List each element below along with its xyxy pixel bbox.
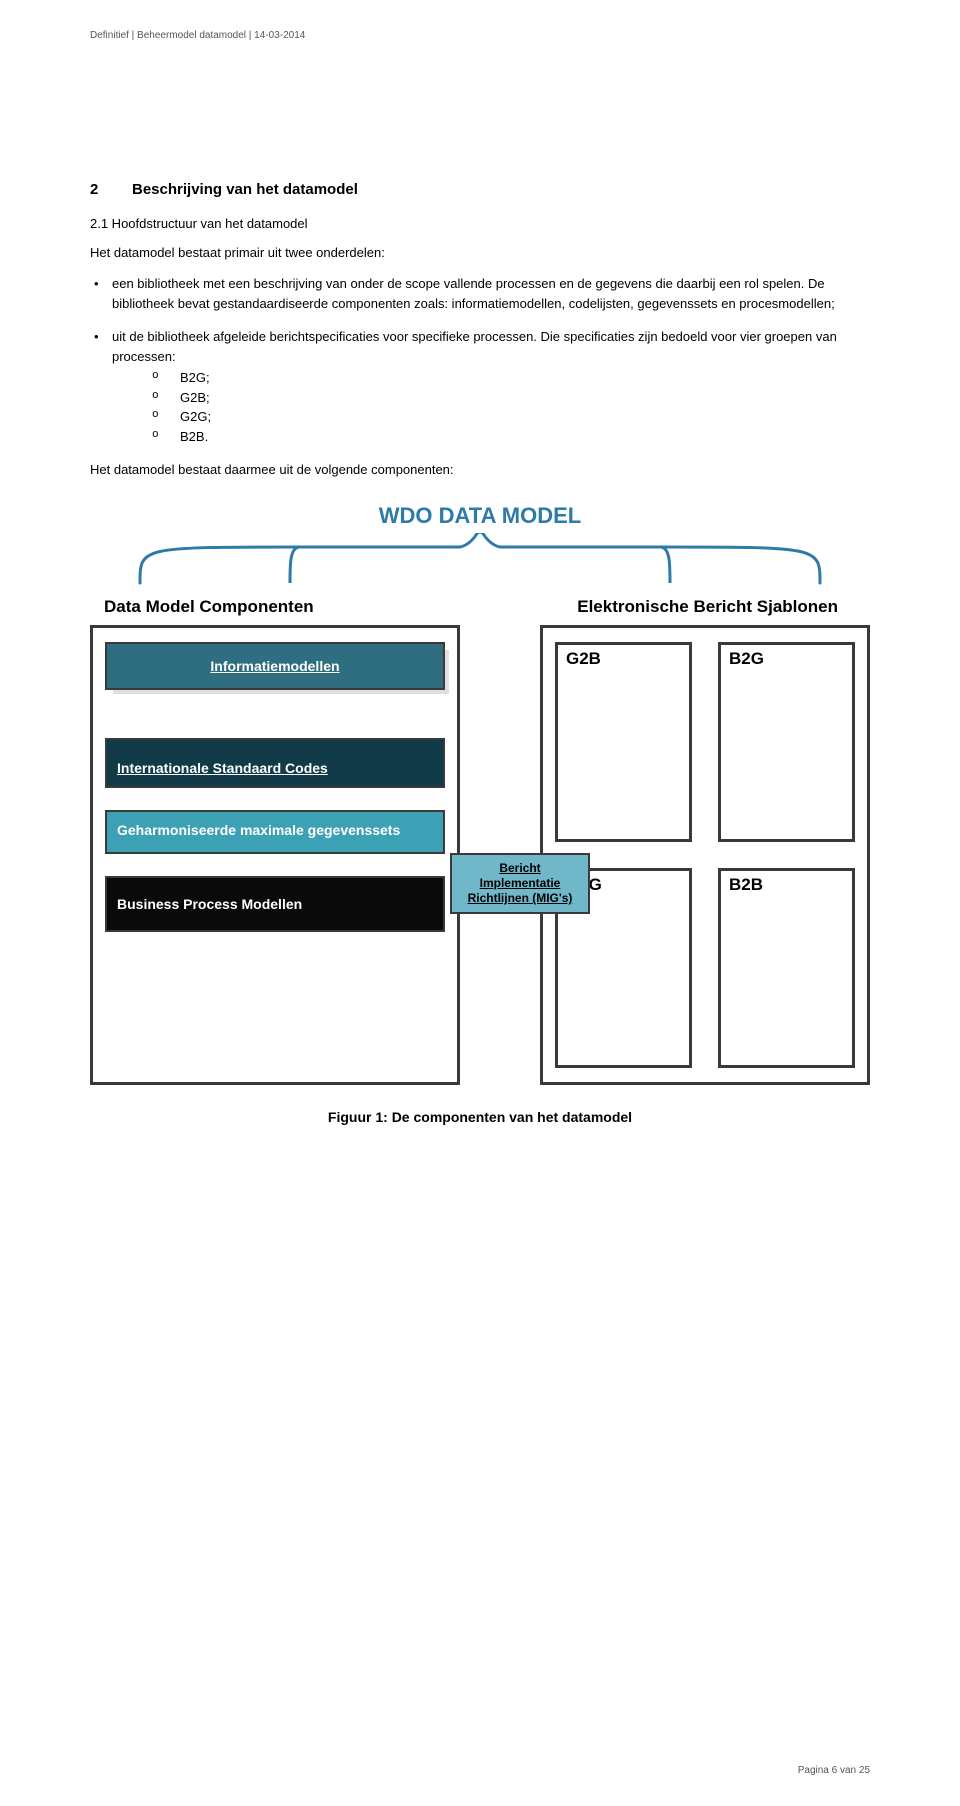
component-informatiemodellen: Informatiemodellen	[105, 642, 445, 690]
figure-caption: Figuur 1: De componenten van het datamod…	[90, 1109, 870, 1125]
section-heading-row: 2 Beschrijving van het datamodel	[90, 181, 870, 198]
bullet-text: uit de bibliotheek afgeleide berichtspec…	[112, 329, 837, 364]
tile-b2g: B2G	[718, 642, 855, 842]
section-title: Beschrijving van het datamodel	[132, 181, 358, 198]
template-grid: G2B B2G G2G B2B	[555, 642, 855, 1068]
intro-text: Het datamodel bestaat primair uit twee o…	[90, 245, 870, 260]
diagram-title: WDO DATA MODEL	[90, 503, 870, 529]
component-bpm: Business Process Modellen	[105, 876, 445, 932]
bridge-line: Richtlijnen (MIG's)	[456, 891, 584, 906]
diagram-right-heading: Elektronische Bericht Sjablonen	[577, 597, 870, 617]
diagram-brace	[90, 533, 870, 593]
sub-item: B2B.	[152, 427, 870, 447]
subsection-heading: 2.1 Hoofdstructuur van het datamodel	[90, 216, 870, 231]
bridge-line: Bericht	[456, 861, 584, 876]
sub-item: B2G;	[152, 368, 870, 388]
diagram-bridge: Bericht Implementatie Richtlijnen (MIG's…	[450, 853, 590, 914]
bullet-item: een bibliotheek met een beschrijving van…	[90, 274, 870, 313]
bullet-item: uit de bibliotheek afgeleide berichtspec…	[90, 327, 870, 446]
diagram-top-labels: Data Model Componenten Elektronische Ber…	[90, 597, 870, 617]
bullet-list: een bibliotheek met een beschrijving van…	[90, 274, 870, 446]
diagram-panels: Informatiemodellen Internationale Standa…	[90, 625, 870, 1085]
component-gegevenssets: Geharmoniseerde maximale gegevenssets	[105, 810, 445, 854]
sub-item: G2G;	[152, 407, 870, 427]
diagram-left-panel: Informatiemodellen Internationale Standa…	[90, 625, 460, 1085]
page-header: Definitief | Beheermodel datamodel | 14-…	[90, 30, 870, 41]
sub-item: G2B;	[152, 388, 870, 408]
section-number: 2	[90, 181, 108, 198]
bullet-text: een bibliotheek met een beschrijving van…	[112, 276, 835, 311]
tile-g2b: G2B	[555, 642, 692, 842]
page-footer: Pagina 6 van 25	[798, 1765, 870, 1776]
component-standaard-codes: Internationale Standaard Codes	[105, 738, 445, 788]
closing-text: Het datamodel bestaat daarmee uit de vol…	[90, 462, 870, 477]
diagram: WDO DATA MODEL Data Model Componenten El…	[90, 503, 870, 1125]
bridge-line: Implementatie	[456, 876, 584, 891]
diagram-left-heading: Data Model Componenten	[90, 597, 314, 617]
bridge-box: Bericht Implementatie Richtlijnen (MIG's…	[450, 853, 590, 914]
tile-b2b: B2B	[718, 868, 855, 1068]
sub-list: B2G; G2B; G2G; B2B.	[112, 368, 870, 446]
